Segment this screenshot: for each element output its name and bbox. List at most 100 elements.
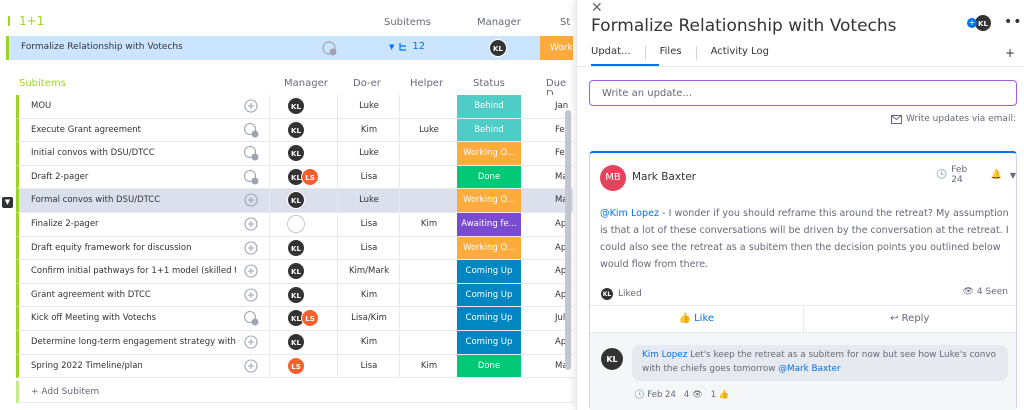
status-cell[interactable]: Working O... <box>457 236 521 260</box>
helper-cell[interactable]: Luke <box>419 124 439 135</box>
status-header[interactable]: Status <box>473 78 505 89</box>
bell-icon[interactable]: 🔔 <box>990 170 1002 180</box>
subitem-name[interactable]: MOU <box>31 101 52 111</box>
like-button[interactable]: 👍 Like <box>590 306 804 332</box>
liked-by[interactable]: KL Liked <box>600 287 642 301</box>
manager-cell[interactable] <box>287 214 305 233</box>
subitem-row[interactable]: Grant agreement with DTCC KL Kim Coming Up A… <box>16 283 573 308</box>
subitem-name[interactable]: Spring 2022 Timeline/plan <box>31 360 143 371</box>
status-cell[interactable]: Behind <box>457 95 521 118</box>
conversation-icon[interactable] <box>243 192 259 208</box>
doer-cell[interactable]: Lisa/Kim <box>351 313 387 324</box>
conversation-icon[interactable] <box>243 240 259 256</box>
conversation-icon[interactable] <box>243 287 259 303</box>
due-date-cell[interactable]: Jan <box>555 101 569 111</box>
subitems-header[interactable]: Subitems <box>19 78 66 89</box>
doer-cell[interactable]: Kim/Mark <box>348 266 390 277</box>
mention-link[interactable]: @Mark Baxter <box>778 364 841 374</box>
due-date-cell[interactable]: Mar <box>555 360 572 371</box>
reply-author[interactable]: Kim Lopez <box>642 350 688 360</box>
subitem-row[interactable]: Formal convos with DSU/DTCC KL Luke Working… <box>16 189 573 213</box>
conversation-icon[interactable] <box>243 358 259 374</box>
doer-cell[interactable]: Lisa <box>360 360 378 371</box>
parent-status-cell[interactable]: Work <box>540 36 573 60</box>
manager-header[interactable]: Manager <box>284 78 328 89</box>
conversation-icon[interactable] <box>243 263 259 279</box>
due-date-cell[interactable]: Feb <box>555 124 571 135</box>
due-date-cell[interactable]: Jul <box>555 313 566 324</box>
chevron-down-icon[interactable]: ▼ <box>1009 170 1016 180</box>
post-author[interactable]: Mark Baxter <box>632 171 696 183</box>
subitem-row[interactable]: Kick off Meeting with Votechs KL LS Lisa/Ki… <box>16 307 573 331</box>
doer-cell[interactable]: Luke <box>359 195 379 206</box>
add-subitem-button[interactable]: + Add Subitem <box>16 381 573 403</box>
group-title-text[interactable]: 1+1 <box>19 14 45 28</box>
col-status-header[interactable]: St <box>560 17 571 28</box>
scrollbar[interactable] <box>565 110 571 370</box>
conversation-icon[interactable] <box>243 145 259 161</box>
subitem-row[interactable]: Draft equity framework for discussion KL L… <box>16 236 573 261</box>
mention-link[interactable]: @Kim Lopez <box>600 208 660 219</box>
reply-seen[interactable]: 4 👁 <box>684 390 703 400</box>
doer-cell[interactable]: Luke <box>359 101 379 111</box>
doer-cell[interactable]: Kim <box>360 124 378 135</box>
manager-cell[interactable]: KL <box>287 97 305 115</box>
update-input[interactable]: Write an update... <box>589 80 1017 106</box>
seen-count[interactable]: 👁 4 Seen <box>963 287 1008 297</box>
conversation-icon[interactable] <box>243 169 259 185</box>
reply-button[interactable]: ↩ Reply <box>804 306 1017 332</box>
subitem-name[interactable]: Formal convos with DSU/DTCC <box>31 195 161 206</box>
subitem-row[interactable]: MOU KL Luke Behind Jan <box>16 95 573 119</box>
group-title[interactable]: 1+1 <box>8 14 44 28</box>
helper-header[interactable]: Helper <box>410 78 444 89</box>
status-cell[interactable]: Awaiting fe... <box>457 212 521 236</box>
add-tab-icon[interactable]: + <box>1005 46 1016 60</box>
col-manager-header[interactable]: Manager <box>477 17 521 28</box>
subitem-name[interactable]: Confirm initial pathways for 1+1 model (… <box>31 266 236 277</box>
manager-cell[interactable]: KL <box>287 191 305 210</box>
manager-cell[interactable]: LS <box>287 356 305 375</box>
manager-cell[interactable]: KL <box>287 285 305 304</box>
doer-header[interactable]: Do-er <box>353 78 381 89</box>
due-date-cell[interactable]: Apr <box>555 218 570 229</box>
panel-subscribers[interactable]: + KL <box>967 14 992 32</box>
conversation-icon[interactable] <box>243 98 259 114</box>
more-options-icon[interactable]: ••• <box>1004 14 1024 30</box>
doer-cell[interactable]: Lisa <box>360 242 378 253</box>
conversation-icon[interactable] <box>321 40 337 56</box>
due-date-cell[interactable]: Apr <box>555 266 570 277</box>
due-date-cell[interactable]: Apr <box>555 336 570 347</box>
status-cell[interactable]: Done <box>457 165 521 189</box>
manager-cell[interactable]: KL <box>287 238 305 257</box>
subitem-name[interactable]: Kick off Meeting with Votechs <box>31 313 157 324</box>
subitem-name[interactable]: Grant agreement with DTCC <box>31 289 151 300</box>
status-cell[interactable]: Coming Up <box>457 283 521 307</box>
tab-files[interactable]: Files <box>660 46 697 60</box>
subitem-row[interactable]: Execute Grant agreement KL Kim Luke Behind Fe… <box>16 118 573 143</box>
subitem-name[interactable]: Draft equity framework for discussion <box>31 242 192 253</box>
subitem-row[interactable]: Confirm initial pathways for 1+1 model (… <box>16 260 573 284</box>
conversation-icon[interactable] <box>243 334 259 350</box>
reply-avatar[interactable]: KL <box>600 347 624 371</box>
subitem-row[interactable]: Initial convos with DSU/DTCC KL Luke Workin… <box>16 142 573 166</box>
email-updates-link[interactable]: Write updates via email: <box>891 114 1016 124</box>
conversation-icon[interactable] <box>243 122 259 138</box>
subitem-row[interactable]: Draft 2-pager KL LS Lisa Done Mar <box>16 165 573 190</box>
author-avatar[interactable]: MB <box>600 165 626 191</box>
parent-item-name[interactable]: Formalize Relationship with Votechs <box>21 42 183 52</box>
manager-cell[interactable]: KL LS <box>287 167 319 186</box>
subitem-name[interactable]: Execute Grant agreement <box>31 124 142 135</box>
status-cell[interactable]: Coming Up <box>457 330 521 354</box>
helper-cell[interactable]: Kim <box>420 218 438 229</box>
helper-cell[interactable]: Kim <box>420 360 438 371</box>
doer-cell[interactable]: Lisa <box>360 218 378 229</box>
manager-cell[interactable]: KL <box>287 144 305 163</box>
tab-updates[interactable]: Updat... <box>591 46 646 60</box>
status-cell[interactable]: Working O... <box>457 142 521 165</box>
subitems-count[interactable]: ▼ 12 <box>389 41 425 52</box>
status-cell[interactable]: Coming Up <box>457 260 521 283</box>
due-date-cell[interactable]: Apr <box>555 242 570 253</box>
tab-activity-log[interactable]: Activity Log <box>710 46 769 57</box>
doer-cell[interactable]: Luke <box>359 148 379 159</box>
status-cell[interactable]: Coming Up <box>457 307 521 330</box>
